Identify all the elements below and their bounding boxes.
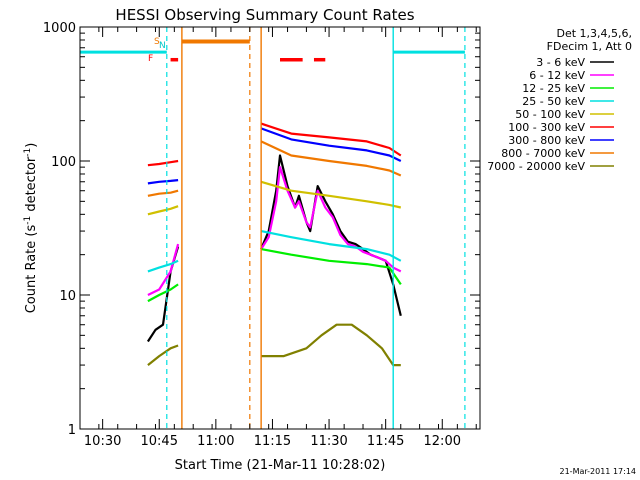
x-tick-label-2: 11:00 bbox=[197, 434, 234, 449]
y-tick-label-0: 1 bbox=[68, 423, 76, 438]
legend-label-8: 7000 - 20000 keV bbox=[487, 160, 585, 173]
legend-label-2: 12 - 25 keV bbox=[522, 82, 585, 95]
series-6-line-1 bbox=[260, 127, 402, 162]
series-2-line-1 bbox=[260, 248, 402, 286]
legend-label-3: 25 - 50 keV bbox=[522, 95, 585, 108]
plot-area: 1 10 100 1000 10:30 10:45 11:00 11:15 11:30 11:45… bbox=[43, 21, 481, 449]
legend-label-5: 100 - 300 keV bbox=[508, 121, 585, 134]
legend: Det 1,3,4,5,6, FDecim 1, Att 0 3 - 6 keV… bbox=[487, 27, 632, 173]
flag-f: F bbox=[148, 54, 153, 64]
legend-header-2: FDecim 1, Att 0 bbox=[547, 40, 632, 53]
series-1-line-1 bbox=[260, 166, 402, 273]
x-tick-label-1: 10:45 bbox=[141, 434, 178, 449]
y-label-sup1: -1 bbox=[23, 216, 33, 225]
series-2-line-0 bbox=[147, 283, 179, 303]
series-5-line-0 bbox=[147, 159, 179, 167]
series-4-line-0 bbox=[147, 205, 179, 216]
timestamp: 21-Mar-2011 17:14 bbox=[560, 467, 637, 476]
series-5-line-1 bbox=[260, 122, 402, 157]
legend-label-0: 3 - 6 keV bbox=[536, 56, 585, 69]
series-7-line-0 bbox=[147, 189, 179, 197]
legend-label-6: 300 - 800 keV bbox=[508, 134, 585, 147]
y-label-main: Count Rate (s bbox=[24, 225, 39, 314]
series-1-line-0 bbox=[147, 243, 180, 296]
series-7-line-1 bbox=[260, 140, 402, 177]
flag-n: N bbox=[159, 41, 166, 51]
x-tick-label-0: 10:30 bbox=[84, 434, 121, 449]
legend-label-4: 50 - 100 keV bbox=[515, 108, 585, 121]
marker-layer bbox=[80, 27, 466, 429]
series-6-line-0 bbox=[147, 179, 179, 185]
legend-label-7: 800 - 7000 keV bbox=[501, 147, 585, 160]
series-3-line-0 bbox=[147, 259, 179, 273]
y-label-mid: detector bbox=[24, 156, 39, 216]
flag-s: S bbox=[154, 37, 160, 47]
y-label-end: ) bbox=[24, 143, 39, 148]
plot-frame bbox=[79, 26, 481, 430]
x-axis-label: Start Time (21-Mar-11 10:28:02) bbox=[175, 458, 386, 473]
x-tick-label-3: 11:15 bbox=[254, 434, 291, 449]
axis-layer: 1 10 100 1000 10:30 10:45 11:00 11:15 11:30 11:45… bbox=[43, 21, 480, 449]
y-tick-label-3: 1000 bbox=[43, 21, 76, 36]
y-tick-label-1: 10 bbox=[59, 289, 76, 304]
x-tick-label-5: 11:45 bbox=[367, 434, 404, 449]
legend-label-1: 6 - 12 keV bbox=[529, 69, 585, 82]
series-8-line-1 bbox=[261, 323, 401, 367]
series-3-line-1 bbox=[260, 230, 402, 262]
chart-title: HESSI Observing Summary Count Rates bbox=[115, 6, 414, 24]
data-layer bbox=[146, 122, 402, 367]
y-tick-label-2: 100 bbox=[51, 155, 76, 170]
y-axis-label: Count Rate (s-1 detector-1) bbox=[23, 143, 39, 314]
series-8-line-0 bbox=[147, 344, 179, 366]
y-label-sup2: -1 bbox=[23, 148, 33, 157]
svg-text:Count Rate (s-1 detector-1): Count Rate (s-1 detector-1) bbox=[23, 143, 39, 314]
legend-header-1: Det 1,3,4,5,6, bbox=[556, 27, 632, 40]
series-4-line-1 bbox=[260, 180, 402, 209]
x-tick-label-4: 11:30 bbox=[310, 434, 347, 449]
x-tick-label-6: 12:00 bbox=[424, 434, 461, 449]
